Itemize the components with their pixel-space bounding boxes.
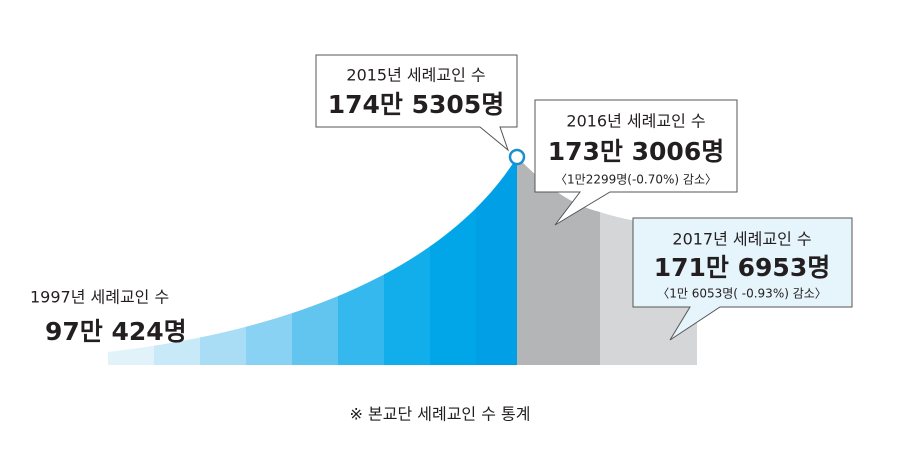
callout-box xyxy=(315,54,518,152)
peak-marker xyxy=(508,148,526,166)
callout-label: 2017년 세례교인 수 xyxy=(672,230,811,249)
callout-value: 174만 5305명 xyxy=(328,90,504,119)
start-value: 97만 424명 xyxy=(45,317,187,346)
footnote: ※ 본교단 세례교인 수 통계 xyxy=(350,405,531,424)
callout-box xyxy=(534,99,738,226)
callout-value: 171만 6953명 xyxy=(654,253,830,282)
callout-value: 173만 3006명 xyxy=(548,137,724,166)
callout-label: 2015년 세례교인 수 xyxy=(346,66,485,85)
callout-label: 2016년 세례교인 수 xyxy=(566,112,705,131)
callout-box xyxy=(632,217,853,341)
start-label: 1997년 세례교인 수 xyxy=(30,288,169,307)
callout-change: 〈1만 6053명( -0.93%) 감소〉 xyxy=(657,287,827,301)
callout-change: 〈1만2299명(-0.70%) 감소〉 xyxy=(555,173,717,187)
